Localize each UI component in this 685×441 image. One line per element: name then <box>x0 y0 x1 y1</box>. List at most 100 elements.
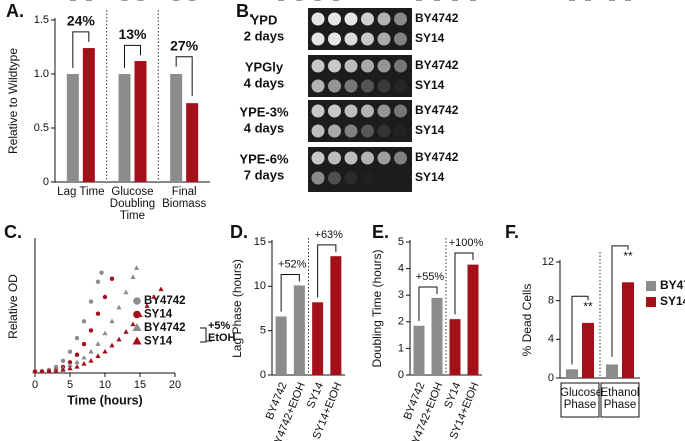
annotation: +100% <box>449 237 484 249</box>
y-tick-label: 0 <box>398 369 404 381</box>
annotation: +55% <box>416 271 445 283</box>
x-tick-label-box: Glucose Doubling Time <box>110 186 155 222</box>
spot <box>328 79 341 93</box>
spot <box>394 59 407 73</box>
point <box>81 319 87 324</box>
y-tick-label: 0 <box>260 369 266 381</box>
y-tick-label: 4 <box>548 333 554 345</box>
medium-label: YPE-6% <box>239 151 289 166</box>
point <box>116 336 122 342</box>
bracket <box>175 56 193 96</box>
category-box <box>600 382 640 418</box>
y-tick-label: 0.5 <box>34 122 49 134</box>
duration-label: 4 days <box>244 75 284 90</box>
panel-label: E. <box>372 222 389 242</box>
x-tick-label: 0 <box>32 379 38 391</box>
legend-marker <box>132 323 142 332</box>
point <box>60 367 66 372</box>
spot <box>361 104 374 118</box>
spot <box>344 124 358 138</box>
annotation: +63% <box>315 229 344 241</box>
point <box>53 364 59 370</box>
y-axis-label: Relative OD <box>6 274 20 339</box>
point <box>32 368 38 374</box>
spot <box>328 124 341 138</box>
x-tick-label: 5 <box>67 379 73 391</box>
y-tick-label: 15 <box>254 236 266 248</box>
legend-label: SY14 <box>660 294 685 308</box>
medium-label: YPGly <box>245 59 284 74</box>
y-tick-label: 8 <box>548 295 554 307</box>
spot <box>311 124 325 138</box>
y-axis-label: Doubling Time (hours) <box>370 249 384 367</box>
y-tick-label: 5 <box>398 236 404 248</box>
x-tick-label-box: Lag Time <box>57 186 105 198</box>
bar <box>449 319 461 375</box>
point <box>81 354 87 360</box>
spot <box>311 79 325 93</box>
bracket <box>72 31 90 68</box>
legend-label: BY4742 <box>144 295 186 307</box>
strain-label: SY14 <box>415 170 445 184</box>
spot <box>377 32 391 46</box>
panel-label: D. <box>230 222 248 242</box>
bar <box>170 74 183 182</box>
bracket <box>454 252 474 315</box>
x-tick-label: 20 <box>169 379 181 391</box>
spot <box>361 79 374 93</box>
point <box>99 270 104 275</box>
plate <box>308 55 412 97</box>
y-axis-label: Lag Phase (hours) <box>230 259 244 358</box>
y-axis-label: % Dead Cells <box>520 284 534 357</box>
bar <box>582 322 594 378</box>
point <box>74 364 80 369</box>
bar <box>275 316 287 375</box>
y-tick-label: 3 <box>398 289 404 301</box>
point <box>88 348 94 354</box>
x-tick-label: Ethanol Phase <box>600 387 640 411</box>
spot <box>328 151 341 165</box>
spot <box>344 171 358 185</box>
panel-label: B. <box>236 1 254 21</box>
y-tick-label: 1.5 <box>34 14 49 26</box>
spot <box>311 151 325 165</box>
y-tick-label: 1 <box>398 342 404 354</box>
point <box>74 352 80 357</box>
point <box>137 312 143 317</box>
spot <box>377 151 391 165</box>
x-axis-label: Time (hours) <box>67 393 142 407</box>
bar <box>330 256 342 375</box>
duration-label: 4 days <box>244 120 284 135</box>
point <box>81 341 87 347</box>
y-axis-label: Relative to Wildtype <box>6 48 20 154</box>
spot <box>344 32 358 46</box>
x-tick-label: 10 <box>99 379 111 391</box>
point <box>67 349 73 354</box>
legend-marker <box>133 297 141 305</box>
annotation: ** <box>623 249 633 263</box>
bar <box>82 48 95 182</box>
point <box>130 321 136 327</box>
spot <box>328 32 341 46</box>
y-tick-label: 10 <box>254 280 266 292</box>
point <box>95 311 101 316</box>
spot <box>377 79 391 93</box>
annotation: 24% <box>67 13 96 29</box>
bar <box>566 369 578 378</box>
point <box>74 359 80 365</box>
spot <box>361 32 374 46</box>
spot <box>328 59 341 73</box>
strain-label: BY4742 <box>415 150 459 164</box>
x-tick-label: Lag Time <box>57 186 105 198</box>
point <box>130 274 136 279</box>
duration-label: 7 days <box>244 167 284 182</box>
bar <box>66 74 79 182</box>
strain-label: BY4742 <box>415 103 459 117</box>
y-tick-label: 4 <box>398 263 404 275</box>
spot <box>311 104 325 118</box>
point <box>67 362 73 368</box>
annotation: 13% <box>118 26 147 42</box>
spot <box>311 59 325 73</box>
spot <box>311 12 325 26</box>
spot <box>361 59 374 73</box>
